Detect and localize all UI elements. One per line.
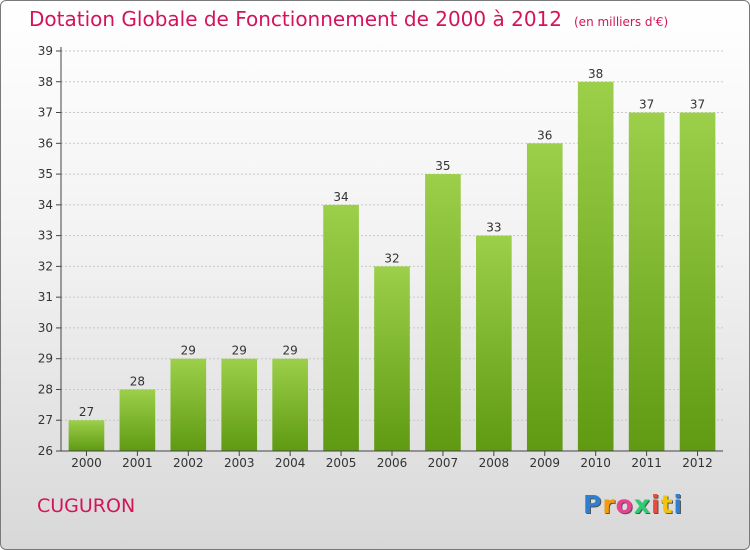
y-tick-label: 39	[38, 44, 53, 58]
bar-2006	[374, 266, 410, 451]
y-tick-label: 35	[38, 167, 53, 181]
x-tick-label: 2002	[173, 456, 204, 470]
y-tick-label: 30	[38, 321, 53, 335]
logo-letter: t	[660, 490, 674, 519]
commune-name: CUGURON	[37, 495, 136, 517]
bar-2005	[323, 204, 359, 451]
y-tick-label: 34	[38, 198, 53, 212]
bar-2011	[628, 112, 665, 452]
x-tick-label: 2001	[122, 456, 153, 470]
value-label: 35	[435, 159, 450, 173]
value-label: 28	[130, 374, 145, 388]
value-label: 36	[537, 128, 552, 142]
bar-2012	[679, 112, 716, 452]
logo-letter: o	[615, 490, 634, 519]
bar-2000	[68, 420, 105, 451]
x-tick-label: 2011	[631, 456, 662, 470]
x-tick-label: 2000	[71, 456, 102, 470]
value-label: 29	[232, 344, 247, 358]
logo-letter: P	[583, 490, 603, 519]
chart-title-row: Dotation Globale de Fonctionnement de 20…	[29, 7, 668, 31]
logo-letter: r	[602, 490, 616, 519]
y-tick-label: 33	[38, 229, 53, 243]
bar-2007	[425, 174, 461, 452]
bar-2004	[272, 358, 308, 451]
x-tick-label: 2006	[377, 456, 408, 470]
logo-letter: i	[673, 490, 684, 519]
y-tick-label: 31	[38, 290, 53, 304]
y-tick-label: 36	[38, 136, 53, 150]
value-label: 38	[588, 67, 603, 81]
x-tick-label: 2005	[326, 456, 357, 470]
bars-layer: 27 28 29 29 29 34 32 35 33 36 38 37 37	[68, 67, 716, 452]
x-tick-label: 2009	[529, 456, 560, 470]
bar-2009	[526, 143, 563, 452]
logo-letter: i	[651, 490, 661, 519]
x-tick-label: 2008	[479, 456, 510, 470]
axis-layer: 26 27 28 29 30 31 32 33 34 35 36 37 38 39 2000 2001 2002…	[38, 44, 723, 470]
value-label: 32	[384, 251, 399, 265]
y-tick-label: 27	[38, 413, 53, 427]
x-tick-label: 2007	[428, 456, 459, 470]
x-tick-label: 2004	[275, 456, 306, 470]
value-label: 37	[639, 98, 654, 112]
value-label: 37	[690, 98, 705, 112]
x-tick-label: 2012	[682, 456, 713, 470]
y-tick-label: 37	[38, 106, 53, 120]
bar-2001	[119, 389, 156, 451]
bar-2008	[476, 235, 512, 451]
bar-2002	[170, 358, 207, 451]
proxiti-logo: Proxiti	[583, 490, 683, 519]
units-note: (en milliers d'€)	[574, 15, 669, 29]
x-tick-label: 2003	[224, 456, 255, 470]
logo-letter: x	[633, 490, 651, 519]
y-tick-label: 32	[38, 259, 53, 273]
y-tick-label: 28	[38, 382, 53, 396]
value-label: 34	[333, 190, 348, 204]
value-label: 29	[283, 344, 298, 358]
y-tick-label: 38	[38, 75, 53, 89]
y-tick-label: 26	[38, 444, 53, 458]
value-label: 33	[486, 221, 501, 235]
x-tick-label: 2010	[580, 456, 611, 470]
value-label: 29	[181, 344, 196, 358]
bar-2010	[577, 81, 614, 452]
value-label: 27	[79, 405, 94, 419]
y-tick-label: 29	[38, 352, 53, 366]
chart-title: Dotation Globale de Fonctionnement de 20…	[29, 7, 562, 31]
bar-2003	[221, 358, 258, 451]
